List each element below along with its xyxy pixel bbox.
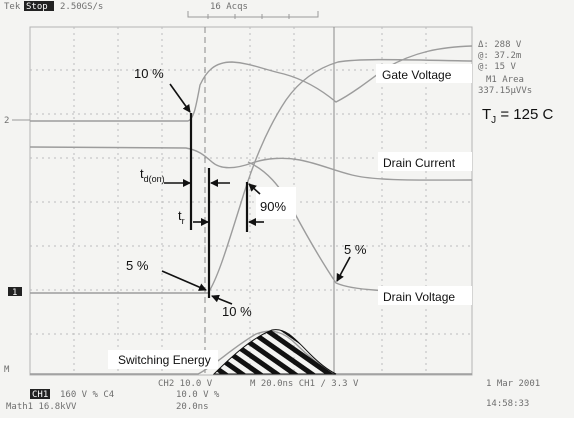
trigger-ticks [207,14,290,19]
gate-voltage-label: Gate Voltage [382,68,452,82]
footer-ch1-scale: 160 V % C4 [60,390,114,400]
drain-current-label: Drain Current [383,156,456,170]
readout-area-label: M1 Area [486,75,524,85]
footer-ch4: 10.0 V % [176,390,220,400]
drain-voltage-label: Drain Voltage [383,290,455,304]
ref-marker-1: 1 [12,288,17,298]
switching-energy-label-bg [108,350,218,369]
pct-10-top-label: 10 % [134,66,164,81]
pct-90-label-bg [256,187,296,219]
readout-level: @: 15 V [478,62,517,72]
gate-voltage-trace [30,45,473,122]
pct-10-bottom-arrow [211,294,233,305]
tr-label: tr [178,208,185,226]
readout-area-value: 337.15μVVs [478,86,532,96]
pct-10-bottom-label: 10 % [222,304,252,319]
readout-time: @: 37.2m [478,51,521,61]
ref-marker-m: M [4,365,10,375]
drain-voltage-trace [30,58,473,294]
trigger-bracket [187,11,319,18]
drain-voltage-fall-trace [247,161,473,293]
pct-5-right-arrow [336,256,351,282]
scope-footer: CH1 160 V % C4 Math1 16.8kVV CH2 10.0 V … [6,379,540,412]
footer-math: Math1 16.8kVV [6,402,77,412]
pct-90-arrow [248,183,261,195]
stop-badge [24,1,54,11]
ch1-badge [30,389,50,399]
readout-delta: Δ: 288 V [478,40,522,50]
drain-voltage-label-bg [378,286,472,305]
footer-clock: 14:58:33 [486,399,529,409]
footer-ch2: CH2 10.0 V [158,379,213,389]
measurement-readout: Δ: 288 V @: 37.2m @: 15 V M1 Area 337.15… [478,40,532,96]
graticule-frame [29,26,473,376]
scope-header: Tek Stop 2.50GS/s 16 Acqs [4,1,319,19]
footer-date: 1 Mar 2001 [486,379,540,389]
gate-voltage-label-bg [376,64,472,83]
pct-5-right-label: 5 % [344,242,367,257]
pct-10-top-arrow [169,83,191,113]
switching-energy-label: Switching Energy [118,353,211,367]
pct-90-label: 90% [260,199,286,214]
footer-timebase: 20.0ns [176,402,209,412]
ref-marker-2: 2 [4,116,9,126]
footer-ch1: CH1 [32,390,48,400]
pct-5-left-arrow [161,270,207,291]
drain-current-trace [29,146,473,181]
pct-5-left-label: 5 % [126,258,149,273]
header-mode: Stop [26,2,48,12]
footer-trigger: M 20.0ns CH1 ∕ 3.3 V [250,379,359,389]
td-on-label: td(on) [140,166,165,184]
channel-markers: 2 1 M [4,116,30,375]
drain-current-label-bg [378,152,472,171]
header-acqs: 16 Acqs [210,2,248,12]
header-brand: Tek [4,2,21,12]
ref-marker-1-badge [8,287,22,296]
header-rate: 2.50GS/s [60,2,103,12]
switching-energy-area [212,329,337,375]
graticule-grid [30,27,472,375]
junction-temperature: TJ = 125 C [482,106,553,126]
